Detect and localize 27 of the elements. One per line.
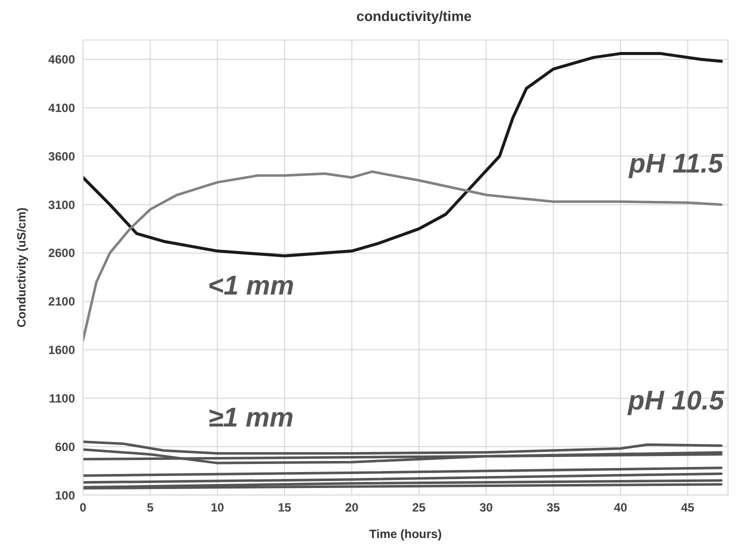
x-tick-label: 40 bbox=[614, 500, 628, 515]
x-tick-label: 25 bbox=[412, 500, 426, 515]
annotation: ≥1 mm bbox=[208, 402, 294, 434]
x-tick-label: 20 bbox=[345, 500, 359, 515]
chart-title: conductivity/time bbox=[355, 8, 473, 26]
x-tick-label: 5 bbox=[146, 500, 154, 515]
y-tick-label: 3100 bbox=[48, 198, 76, 212]
y-tick-label: 4600 bbox=[48, 52, 76, 67]
annotation: <1 mm bbox=[208, 270, 294, 302]
x-tick-label: 30 bbox=[479, 500, 494, 515]
y-tick-label: 1100 bbox=[48, 391, 76, 406]
x-tick-label: 15 bbox=[278, 500, 292, 515]
x-axis-title: Time (hours) bbox=[369, 527, 442, 541]
annotation: pH 11.5 bbox=[628, 148, 724, 180]
x-tick-label: 45 bbox=[681, 500, 695, 515]
y-tick-label: 2600 bbox=[48, 246, 76, 260]
x-tick-label: 10 bbox=[210, 500, 224, 515]
x-tick-label: 35 bbox=[546, 500, 560, 515]
y-axis-title: Conductivity (uS/cm) bbox=[14, 207, 28, 328]
y-tick-label: 600 bbox=[54, 440, 76, 454]
annotation: pH 10.5 bbox=[628, 386, 724, 416]
y-tick-label: 4100 bbox=[48, 101, 76, 116]
y-tick-label: 1600 bbox=[48, 343, 76, 358]
y-tick-label: 3600 bbox=[48, 149, 76, 164]
x-tick-label: 0 bbox=[80, 500, 87, 515]
y-tick-label: 100 bbox=[54, 488, 76, 502]
y-tick-label: 2100 bbox=[48, 294, 76, 309]
